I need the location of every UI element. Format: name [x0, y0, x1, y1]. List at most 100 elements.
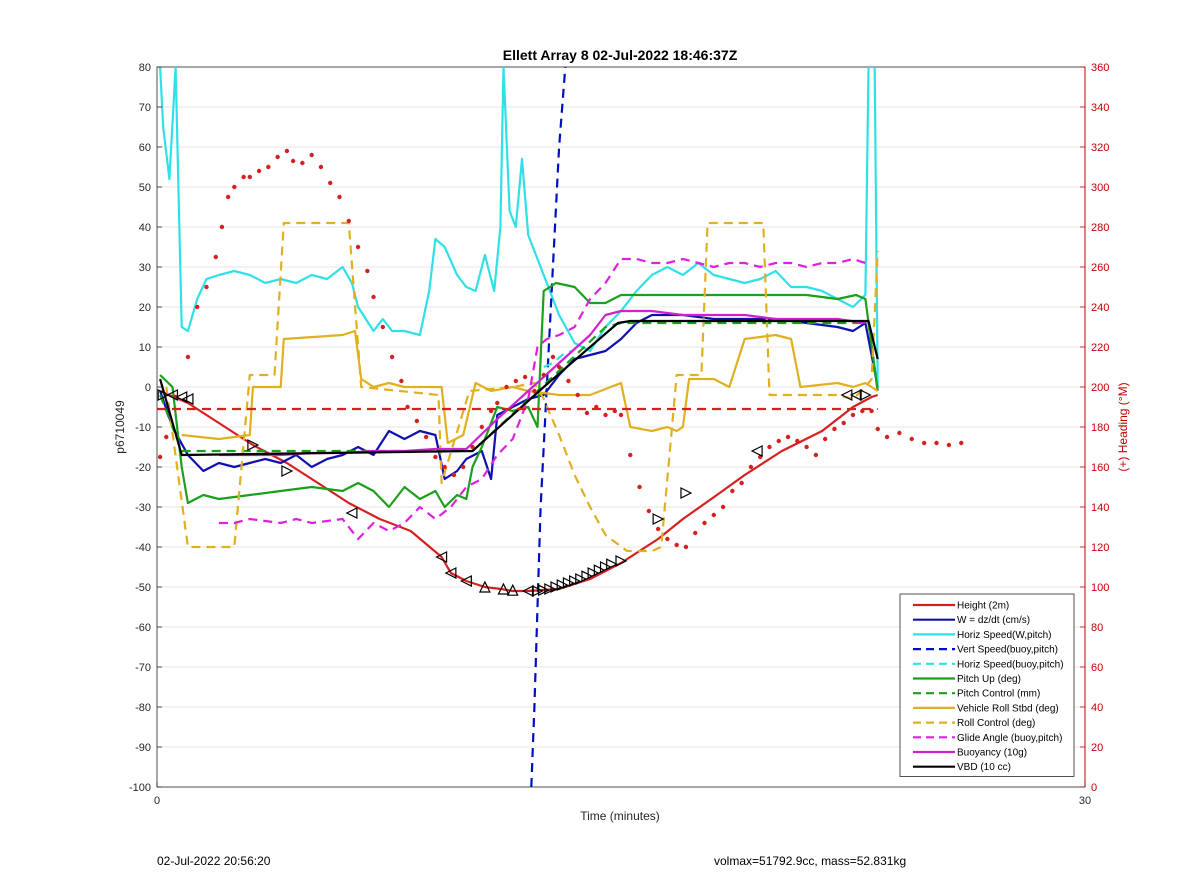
height-marker [281, 465, 294, 477]
heading-point [532, 388, 537, 394]
heading-point [603, 412, 608, 418]
heading-point [488, 408, 494, 414]
y-tick-label: 20 [139, 302, 151, 314]
heading-point [266, 164, 271, 170]
y-tick-label: 60 [139, 142, 151, 154]
heading-point [822, 436, 828, 442]
heading-point [164, 434, 169, 440]
heading-point [284, 148, 290, 154]
y2-tick-label: 40 [1091, 702, 1103, 714]
heading-point [813, 452, 819, 458]
heading-dots [157, 148, 964, 550]
heading-point [584, 410, 590, 416]
y2-tick-label: 300 [1091, 182, 1109, 194]
heading-point [730, 488, 735, 494]
heading-point [683, 544, 689, 550]
y2-tick-label: 140 [1091, 502, 1109, 514]
heading-point [959, 440, 964, 446]
heading-point [575, 392, 580, 398]
height-marker [166, 389, 179, 401]
y-tick-label: 70 [139, 102, 151, 114]
heading-point [470, 444, 475, 450]
heading-point [328, 180, 333, 186]
heading-point [185, 354, 191, 360]
heading-point [655, 526, 661, 532]
heading-point [423, 434, 429, 440]
y2-tick-label: 340 [1091, 102, 1109, 114]
heading-point [711, 512, 716, 518]
heading-point [300, 160, 305, 166]
height-marker [581, 570, 594, 583]
heading-point [618, 412, 624, 418]
legend-entry: Pitch Control (mm) [957, 689, 1040, 700]
y-tick-label: 40 [139, 222, 151, 234]
heading-point [247, 174, 252, 180]
height-marker [459, 575, 472, 587]
heading-point [433, 454, 438, 460]
heading-point [337, 194, 342, 200]
y2-tick-label: 120 [1091, 542, 1109, 554]
heading-point [380, 324, 386, 330]
heading-point [541, 372, 546, 378]
chart-title: Ellett Array 8 02-Jul-2022 18:46:37Z [503, 47, 738, 63]
height-marker [181, 393, 194, 405]
heading-point [213, 254, 218, 260]
legend-entry: Vert Speed(buoy,pitch) [957, 645, 1058, 656]
height-marker [859, 389, 872, 401]
heading-point [290, 158, 296, 164]
y2-tick-label: 0 [1091, 782, 1097, 794]
heading-point [204, 284, 209, 290]
heading-point [442, 464, 447, 470]
series-vert-speed-buoy-pitch [530, 67, 567, 787]
height-marker [849, 389, 862, 401]
height-marker [568, 575, 581, 587]
y-tick-label: -90 [135, 742, 151, 754]
heading-point [461, 464, 466, 470]
y2-tick-label: 80 [1091, 622, 1103, 634]
y2-tick-label: 220 [1091, 342, 1109, 354]
heading-point [921, 440, 927, 446]
footer-timestamp: 02-Jul-2022 20:56:20 [157, 854, 271, 868]
y2-tick-label: 160 [1091, 462, 1109, 474]
heading-point [195, 304, 200, 310]
series-vbd-10-cc [159, 319, 879, 457]
series-horiz-speed-w-pitch [159, 67, 879, 388]
heading-point [909, 436, 914, 442]
height-marker [575, 573, 588, 585]
heading-point [612, 408, 618, 414]
y-tick-label: -70 [135, 662, 151, 674]
legend-entry: W = dz/dt (cm/s) [957, 615, 1030, 626]
y-tick-label: -20 [135, 462, 151, 474]
y-tick-label: 10 [139, 342, 151, 354]
heading-point [665, 536, 670, 542]
height-marker [497, 582, 510, 595]
y2-tick-label: 260 [1091, 262, 1109, 274]
heading-point [897, 430, 902, 436]
height-marker [247, 439, 260, 451]
heading-point [693, 530, 698, 536]
heading-point [275, 154, 280, 160]
legend-entry: VBD (10 cc) [957, 762, 1011, 773]
height-marker [538, 584, 551, 597]
heading-point [556, 364, 562, 370]
y-tick-label: -10 [135, 422, 151, 434]
y-tick-label: -80 [135, 702, 151, 714]
legend-box [899, 593, 1075, 777]
height-marker [615, 555, 628, 567]
heading-point [399, 378, 404, 384]
height-marker [157, 389, 170, 401]
heading-point [767, 444, 772, 450]
height-marker [444, 567, 457, 579]
y-tick-label: 50 [139, 182, 151, 194]
y-tick-label: -30 [135, 502, 151, 514]
legend-entry: Roll Control (deg) [957, 718, 1035, 729]
legend-entry: Height (2m) [957, 601, 1009, 612]
x-tick-label: 0 [154, 795, 160, 807]
x-tick-label: 30 [1079, 795, 1091, 807]
height-marker [544, 583, 557, 595]
heading-point [318, 164, 324, 170]
heading-point [628, 452, 633, 458]
heading-point [841, 420, 846, 426]
heading-point [946, 442, 952, 448]
